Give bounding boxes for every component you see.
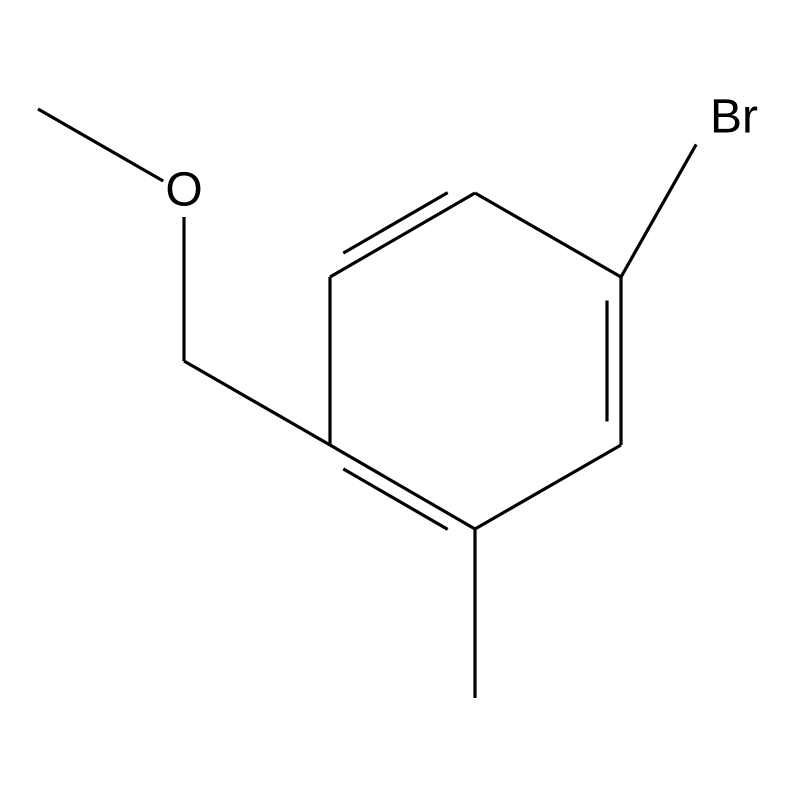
bond [475, 445, 621, 529]
atom-label-o: O [165, 164, 202, 217]
bond [38, 109, 163, 181]
bond [621, 144, 696, 277]
bond [330, 193, 475, 277]
bond [184, 361, 330, 445]
bond [475, 193, 621, 277]
bond [330, 445, 475, 529]
chemical-structure: Br O [0, 0, 800, 800]
atom-label-br: Br [710, 91, 758, 144]
bond [343, 193, 447, 253]
bond [343, 469, 447, 529]
